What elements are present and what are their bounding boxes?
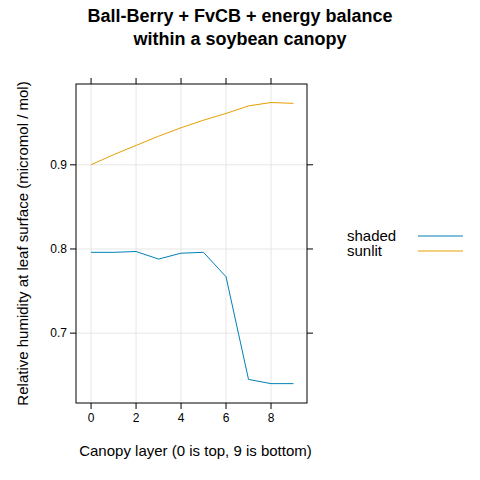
axes: 0 2 4 6 8 0.7 0.8 0.9 (50, 78, 313, 425)
legend: shadedsunlit (347, 227, 463, 259)
tick-label: 6 (223, 411, 230, 425)
grid-line (76, 248, 307, 249)
tick (70, 333, 76, 334)
series-group (91, 103, 293, 384)
tick (70, 164, 76, 165)
grid-line (181, 84, 182, 403)
legend-key (418, 251, 463, 252)
tick (91, 403, 92, 409)
y-axis-label: Relative humidity at leaf surface (micro… (14, 81, 31, 405)
chart: Ball-Berry + FvCB + energy balance within… (0, 0, 480, 480)
x-axis-label: Canopy layer (0 is top, 9 is bottom) (79, 442, 312, 459)
tick (226, 403, 227, 409)
series-line (91, 103, 293, 165)
tick (181, 403, 182, 409)
tick-label: 2 (133, 411, 140, 425)
tick (307, 164, 313, 165)
tick (307, 333, 313, 334)
grid (76, 84, 307, 403)
tick (271, 78, 272, 84)
plot-frame (76, 84, 307, 403)
tick (271, 403, 272, 409)
title: within a soybean canopy (132, 29, 346, 49)
tick (307, 248, 313, 249)
tick-label: 8 (268, 411, 275, 425)
series-line (91, 252, 293, 384)
tick (226, 78, 227, 84)
tick (70, 248, 76, 249)
tick-label: 4 (178, 411, 185, 425)
grid-line (76, 164, 307, 165)
tick (91, 78, 92, 84)
grid-line (136, 84, 137, 403)
tick-label: 0 (88, 411, 95, 425)
title: Ball-Berry + FvCB + energy balance (87, 6, 392, 26)
grid-line (76, 333, 307, 334)
grid-line (271, 84, 272, 403)
legend-key (418, 236, 463, 237)
tick (136, 403, 137, 409)
tick (136, 78, 137, 84)
tick-label: 0.9 (50, 158, 67, 172)
tick (181, 78, 182, 84)
tick-label: 0.8 (50, 242, 67, 256)
grid-line (226, 84, 227, 403)
tick-label: 0.7 (50, 326, 67, 340)
legend-label: sunlit (347, 242, 383, 259)
grid-line (91, 84, 92, 403)
